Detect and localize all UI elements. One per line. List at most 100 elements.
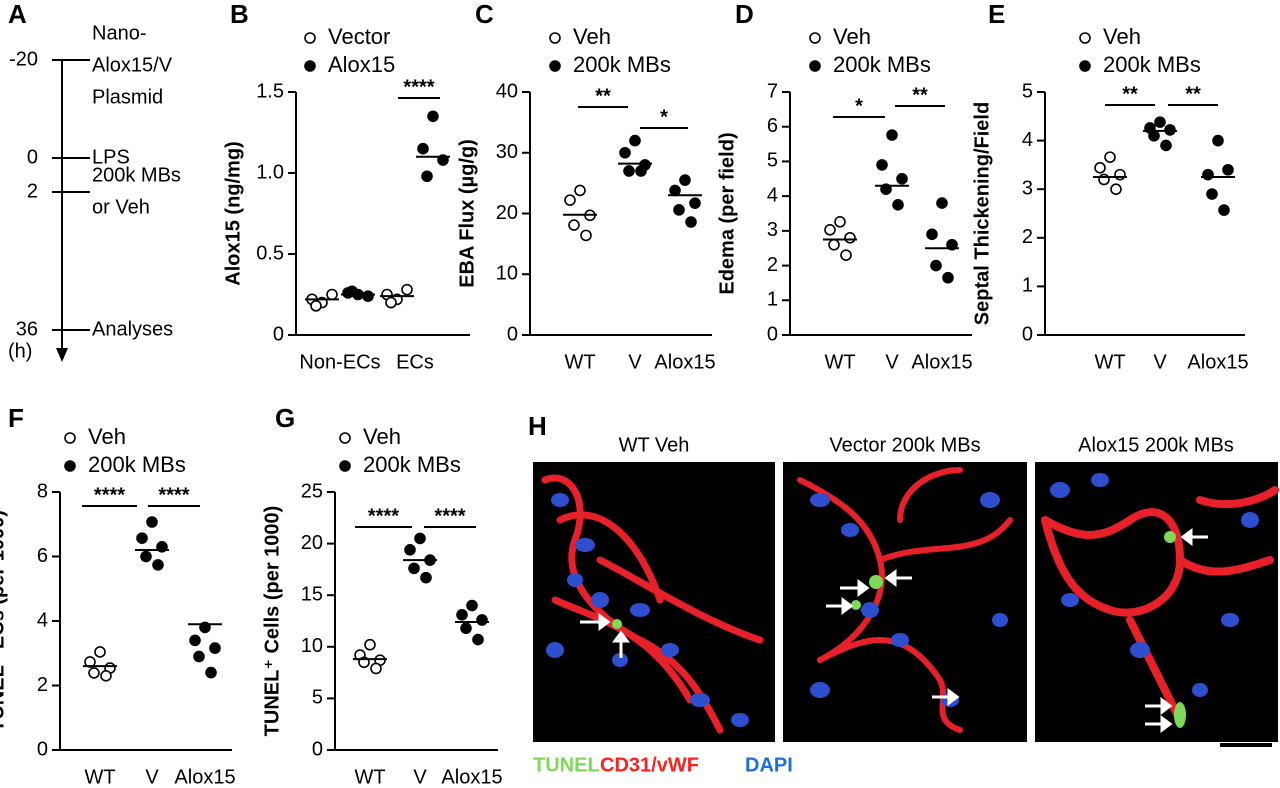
y-tick-label: 0 [767, 323, 778, 345]
data-point [942, 271, 954, 284]
x-tick-label: V [1153, 351, 1167, 373]
legend-marker [64, 460, 76, 472]
y-tick-label: 4 [767, 184, 778, 206]
tunel-spot [612, 619, 622, 629]
dot-plot: C 0 10 20 30 40 EBA Flux (µg/g) WT V Alox15 Veh 200… [456, 0, 715, 373]
x-tick-label: Alox15 [654, 351, 715, 373]
vessel [541, 474, 764, 734]
y-tick-label: 2 [1022, 226, 1033, 248]
y-tick-label: 0 [507, 323, 518, 345]
nuclei [1050, 473, 1259, 697]
data-point [844, 232, 856, 244]
data-point [930, 259, 942, 272]
x-tick-label: WT [1094, 351, 1125, 373]
y-tick-label: 30 [496, 141, 518, 163]
legend-marker [1079, 60, 1091, 72]
legend-marker [64, 432, 76, 444]
data-point [1206, 188, 1218, 200]
data-point [1094, 162, 1106, 174]
y-tick-label: 40 [496, 80, 518, 102]
y-tick-label: 2 [37, 674, 48, 696]
micrograph-title: Alox15 200k MBs [1078, 434, 1234, 456]
data-point [326, 288, 338, 301]
legend-marker [809, 60, 821, 72]
x-tick-label: Alox15 [911, 351, 972, 373]
data-point [689, 197, 701, 209]
y-tick-label: 0 [273, 323, 284, 345]
y-tick-label: 0 [312, 738, 323, 760]
significance-label: ** [1122, 83, 1138, 105]
data-point [404, 543, 416, 556]
legend-label: 200k MBs [88, 452, 186, 477]
tunel-spot [1174, 702, 1186, 728]
timeline-value: -20 [9, 48, 38, 70]
x-tick-label: V [413, 766, 427, 788]
tunel-spot [851, 600, 861, 610]
data-point [1160, 139, 1172, 152]
data-point [401, 283, 413, 296]
dot-plot: G 0 5 10 15 20 25 TUNEL⁺ Cells (per 1000) WT V Alo… [261, 403, 502, 788]
legend-label: 200k MBs [573, 52, 671, 77]
legend-marker [549, 60, 561, 72]
tunel-spot [1164, 531, 1176, 543]
significance-label: * [855, 95, 863, 117]
y-tick-label: 6 [767, 115, 778, 137]
data-point [1212, 134, 1224, 147]
data-point [88, 667, 100, 679]
legend-label: Alox15 [328, 52, 395, 77]
significance-label: **** [368, 505, 399, 527]
data-point [564, 194, 576, 206]
data-point [679, 174, 691, 186]
y-axis-label: TUNEL⁺ Cells (per 1000) [261, 506, 283, 737]
data-point [673, 204, 685, 216]
data-point [1222, 163, 1234, 176]
significance-label: ** [595, 85, 611, 107]
data-point [886, 129, 898, 141]
dot-plot: F 0 2 4 6 8 TUNEL⁺ ECs (per 1000) WT V Alox15 Veh 2… [0, 403, 236, 788]
y-tick-label: 5 [1022, 80, 1033, 102]
data-point [574, 184, 586, 197]
data-point [408, 562, 420, 575]
data-point [417, 142, 429, 155]
legend-label: Veh [88, 424, 126, 449]
y-tick-label: 0.5 [256, 242, 284, 264]
timeline-label: Plasmid [92, 86, 163, 108]
y-tick-label: 2 [767, 254, 778, 276]
timeline-value: 36 [16, 318, 38, 340]
micrograph-title: Vector 200k MBs [829, 434, 980, 456]
data-point [1202, 168, 1214, 181]
legend-marker [809, 32, 821, 44]
y-axis-label: TUNEL⁺ ECs (per 1000) [0, 510, 8, 732]
panel-letter: E [988, 0, 1005, 29]
x-tick-label: Alox15 [174, 766, 235, 788]
data-point [456, 609, 468, 621]
data-point [1110, 183, 1122, 195]
data-point [580, 229, 592, 242]
stain-label: TUNEL [533, 754, 600, 776]
y-tick-label: 6 [37, 545, 48, 567]
data-point [136, 532, 148, 544]
dot-plot: D 0 1 2 3 4 5 6 7 Edema (per field) WT V Alox15 Veh 20… [716, 0, 972, 373]
data-point [685, 216, 697, 228]
timeline-label: or Veh [92, 196, 150, 218]
timeline-label: Nano- [92, 22, 146, 44]
y-axis-label: Alox15 (ng/mg) [222, 141, 244, 285]
data-point [669, 184, 681, 197]
timeline-label: 200k MBs [92, 164, 181, 186]
nuclei [810, 492, 1008, 707]
data-point [152, 559, 164, 571]
y-tick-label: 4 [1022, 129, 1033, 151]
panel-letter: F [8, 403, 24, 433]
dot-plot: E 0 1 2 3 4 5 Septal Thickening/Field WT V Alox15 V… [971, 0, 1248, 373]
y-tick-label: 3 [767, 219, 778, 241]
data-point [619, 146, 631, 159]
timeline-label: Alox15/V [92, 54, 173, 76]
data-point [472, 633, 484, 646]
legend-label: Vector [328, 24, 390, 49]
data-point [1218, 204, 1230, 216]
legend-label: Veh [1103, 24, 1141, 49]
panel-letter: H [528, 411, 547, 441]
legend-marker [304, 32, 316, 44]
tunel-spot [869, 575, 883, 589]
x-tick-label: V [145, 766, 159, 788]
